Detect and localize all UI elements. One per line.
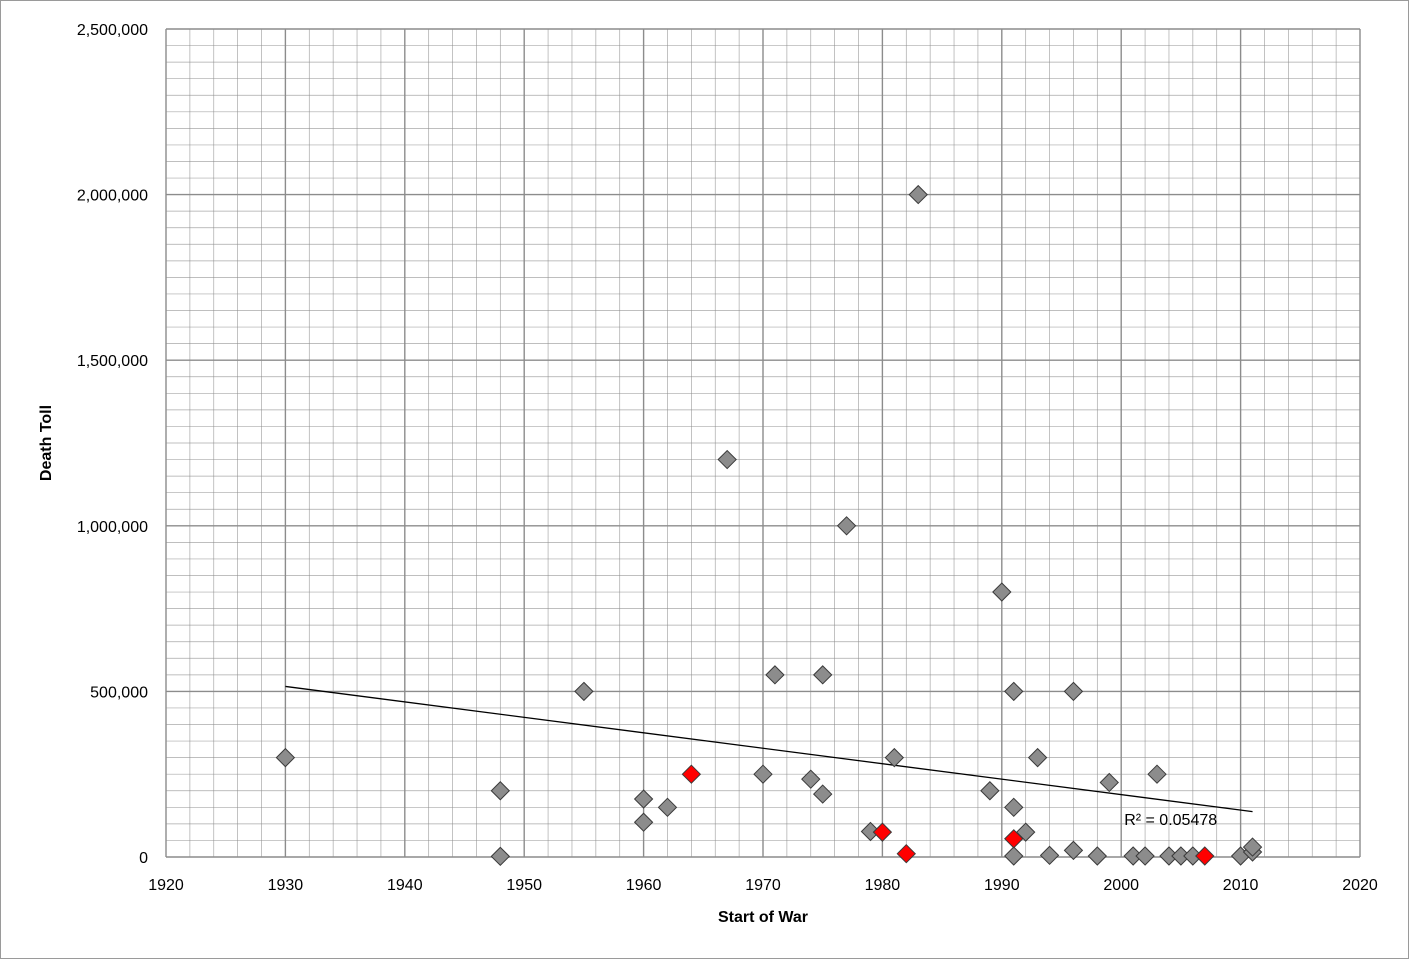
gridlines <box>165 28 1361 858</box>
data-point <box>574 681 594 702</box>
y-tick-label: 500,000 <box>90 684 148 701</box>
data-point <box>801 769 821 789</box>
data-point <box>633 812 654 832</box>
data-point <box>992 582 1012 602</box>
data-point <box>1027 747 1048 768</box>
data-point <box>812 784 833 804</box>
r-squared-annotation: R² = 0.05478 <box>1124 812 1217 829</box>
x-tick-label: 1980 <box>865 877 901 894</box>
data-point <box>1087 846 1108 866</box>
data-point <box>1063 681 1084 702</box>
data-point <box>1004 681 1024 702</box>
highlighted-data-point <box>896 843 916 864</box>
data-point <box>1135 846 1155 866</box>
trendline <box>285 685 1253 813</box>
data-point <box>1147 764 1167 784</box>
data-point <box>717 449 737 470</box>
data-point <box>980 781 1000 801</box>
data-point <box>908 184 928 205</box>
data-point <box>1099 772 1119 793</box>
x-tick-label: 2020 <box>1342 877 1378 894</box>
data-point <box>1242 837 1263 857</box>
data-point <box>633 789 654 809</box>
y-tick-label: 0 <box>139 850 148 867</box>
highlighted-data-point <box>1004 829 1024 849</box>
data-point <box>812 665 833 685</box>
y-tick-label: 2,500,000 <box>77 22 148 39</box>
data-point <box>1063 840 1084 861</box>
x-tick-label: 1930 <box>268 877 304 894</box>
x-tick-label: 1940 <box>387 877 423 894</box>
data-point <box>1015 822 1036 842</box>
y-tick-label: 1,000,000 <box>77 519 148 536</box>
data-point <box>1004 846 1024 866</box>
x-tick-label: 1990 <box>984 877 1020 894</box>
x-tick-label: 1960 <box>626 877 662 894</box>
highlighted-data-point <box>1195 846 1215 866</box>
x-tick-label: 1920 <box>148 877 184 894</box>
x-tick-label: 1950 <box>506 877 542 894</box>
highlighted-data-point <box>681 764 702 784</box>
x-tick-label: 1970 <box>745 877 781 894</box>
data-points <box>275 184 1263 867</box>
data-point <box>657 797 678 818</box>
data-point <box>490 846 511 867</box>
data-point <box>1039 845 1060 866</box>
data-point <box>275 747 296 768</box>
x-axis-title: Start of War <box>718 909 808 926</box>
y-axis-title: Death Toll <box>38 405 55 481</box>
y-tick-labels: 0 500,000 1,000,000 1,500,000 2,000,000 2,500… <box>77 22 148 867</box>
x-tick-label: 2000 <box>1103 877 1139 894</box>
data-point <box>753 764 773 784</box>
data-point <box>836 516 857 536</box>
data-point <box>490 781 511 801</box>
x-tick-label: 2010 <box>1223 877 1259 894</box>
y-tick-label: 2,000,000 <box>77 188 148 205</box>
highlighted-data-point <box>872 822 893 842</box>
y-tick-label: 1,500,000 <box>77 353 148 370</box>
x-tick-labels: 1920 1930 1940 1950 1960 1970 1980 1990 2000 2010… <box>148 877 1378 894</box>
data-point <box>884 747 905 768</box>
data-point <box>1004 797 1024 818</box>
data-point <box>765 665 785 685</box>
